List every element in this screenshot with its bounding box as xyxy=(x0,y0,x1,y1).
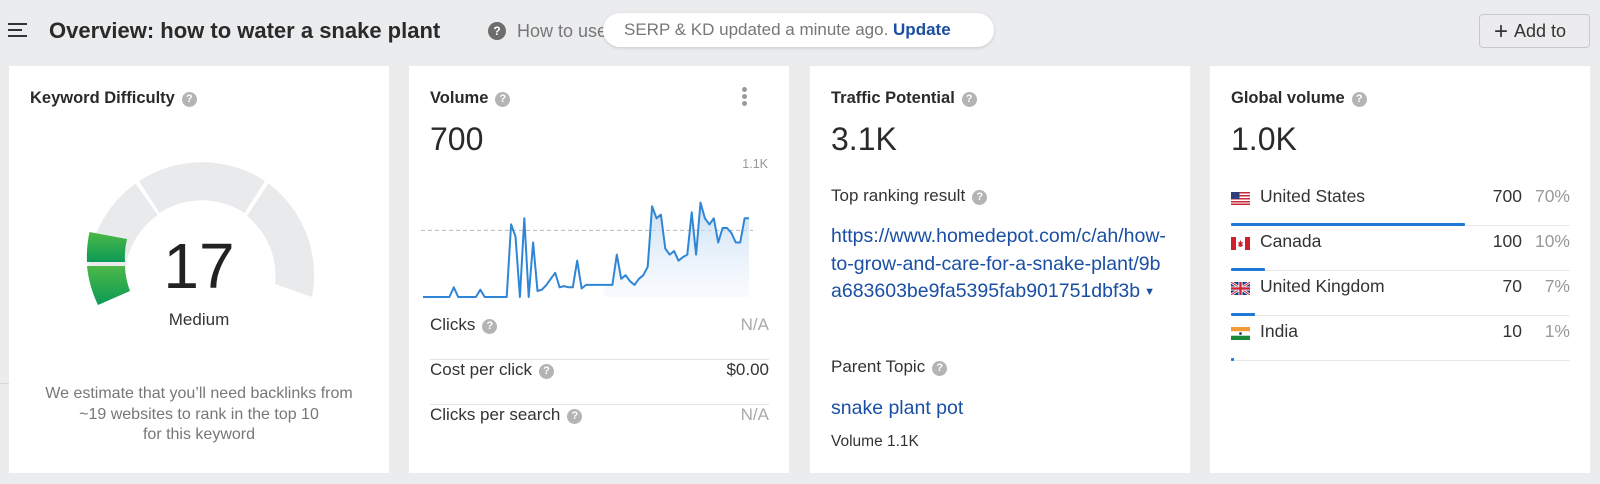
global-volume-value: 1.0K xyxy=(1231,121,1297,157)
top-result-label: Top ranking result? xyxy=(831,186,988,206)
volume-trend-chart[interactable] xyxy=(409,166,789,306)
card-title: Keyword Difficulty? xyxy=(30,89,197,108)
card-title-text: Traffic Potential xyxy=(831,89,955,107)
ca-flag-icon xyxy=(1231,237,1250,250)
card-title: Global volume? xyxy=(1231,89,1367,108)
help-icon[interactable]: ? xyxy=(181,92,197,107)
card-title-text: Keyword Difficulty xyxy=(30,89,175,107)
metric-value: $0.00 xyxy=(726,360,769,379)
country-name[interactable]: United States xyxy=(1260,186,1366,206)
card-title: Traffic Potential? xyxy=(831,89,977,108)
toast-message: SERP & KD updated a minute ago. xyxy=(624,20,894,39)
kd-note-line: We estimate that you’ll need backlinks f… xyxy=(45,385,353,402)
metric-row-cps: Clicks per search? N/A xyxy=(430,405,769,450)
chart-max-label: 1.1K xyxy=(742,157,768,171)
kd-label: Medium xyxy=(168,310,230,329)
difficulty-gauge xyxy=(86,162,315,305)
in-flag-icon xyxy=(1231,327,1250,340)
help-icon[interactable]: ? xyxy=(495,92,511,107)
country-volume: 100 xyxy=(1492,231,1522,251)
kd-note-line: for this keyword xyxy=(142,426,256,443)
global-volume-card: Global volume? 1.0K United States 700 70… xyxy=(1210,66,1590,473)
parent-topic-label: Parent Topic? xyxy=(831,357,948,377)
country-name[interactable]: India xyxy=(1260,321,1298,341)
help-icon[interactable]: ? xyxy=(539,364,555,379)
country-name[interactable]: Canada xyxy=(1260,231,1322,251)
hamburger-icon[interactable] xyxy=(8,23,27,39)
card-title-text: Global volume xyxy=(1231,89,1345,107)
metric-value: N/A xyxy=(740,405,769,424)
help-icon[interactable]: ? xyxy=(972,190,988,205)
country-row-ca[interactable]: Canada 100 10% xyxy=(1231,226,1570,271)
traffic-potential-value: 3.1K xyxy=(831,121,897,157)
uk-flag-icon xyxy=(1231,282,1250,295)
metric-value: N/A xyxy=(740,315,769,334)
help-icon[interactable]: ? xyxy=(932,361,948,376)
add-to-label: Add to xyxy=(1514,21,1567,41)
parent-topic-volume: Volume 1.1K xyxy=(831,433,919,450)
metric-row-clicks: Clicks? N/A xyxy=(430,315,769,360)
divider xyxy=(0,383,9,384)
share-bar xyxy=(1231,358,1234,361)
help-icon[interactable]: ? xyxy=(567,409,583,424)
country-volume: 70 xyxy=(1502,276,1522,296)
update-link[interactable]: Update xyxy=(893,20,951,39)
volume-card: Volume? 700 1.1K Clicks? N/A Cost per cl… xyxy=(409,66,789,473)
volume-value: 700 xyxy=(430,121,484,157)
share-bar xyxy=(1231,313,1255,316)
keyword-difficulty-card: Keyword Difficulty? 17 Medium We estimat… xyxy=(9,66,389,473)
caret-down-icon[interactable]: ▼ xyxy=(1144,286,1155,298)
country-percent: 10% xyxy=(1534,231,1570,251)
label-text: Parent Topic xyxy=(831,357,926,376)
country-volume: 10 xyxy=(1502,321,1522,341)
card-title-text: Volume xyxy=(430,89,489,107)
country-percent: 7% xyxy=(1544,276,1570,296)
kd-score: 17 xyxy=(163,230,235,302)
parent-topic-link[interactable]: snake plant pot xyxy=(831,397,964,419)
kd-note-line: ~19 websites to rank in the top 10 xyxy=(79,405,319,423)
how-to-use-link[interactable]: How to use xyxy=(517,21,607,41)
country-name[interactable]: United Kingdom xyxy=(1260,276,1385,296)
top-result-url[interactable]: https://www.homedepot.com/c/ah/how-to-gr… xyxy=(831,223,1171,307)
card-title: Volume? xyxy=(430,89,511,108)
country-percent: 1% xyxy=(1544,321,1570,341)
question-circle-icon[interactable]: ? xyxy=(488,22,506,40)
url-text[interactable]: https://www.homedepot.com/c/ah/how-to-gr… xyxy=(831,225,1166,302)
help-icon[interactable]: ? xyxy=(961,92,977,107)
country-percent: 70% xyxy=(1534,186,1570,206)
more-options-icon[interactable] xyxy=(739,87,749,109)
label-text: Top ranking result xyxy=(831,186,966,205)
country-row-uk[interactable]: United Kingdom 70 7% xyxy=(1231,271,1570,316)
plus-icon: + xyxy=(1494,18,1509,45)
share-bar xyxy=(1231,268,1265,271)
share-bar xyxy=(1231,223,1465,226)
traffic-potential-card: Traffic Potential? 3.1K Top ranking resu… xyxy=(810,66,1190,473)
metric-label: Clicks xyxy=(430,315,476,334)
metric-label: Clicks per search xyxy=(430,405,561,424)
page-title: Overview: how to water a snake plant xyxy=(49,18,441,43)
us-flag-icon xyxy=(1231,192,1250,205)
metric-row-cpc: Cost per click? $0.00 xyxy=(430,360,769,405)
top-bar: Overview: how to water a snake plant ? H… xyxy=(0,0,1600,62)
metric-label: Cost per click xyxy=(430,360,533,379)
kd-note: We estimate that you’ll need backlinks f… xyxy=(9,384,389,446)
help-icon[interactable]: ? xyxy=(482,319,498,334)
country-volume: 700 xyxy=(1492,186,1522,206)
help-icon[interactable]: ? xyxy=(1351,92,1367,107)
update-toast: SERP & KD updated a minute ago. Update xyxy=(603,13,994,47)
country-row-in[interactable]: India 10 1% xyxy=(1231,316,1570,361)
country-row-us[interactable]: United States 700 70% xyxy=(1231,181,1570,226)
add-to-button[interactable]: + Add to xyxy=(1479,14,1590,48)
